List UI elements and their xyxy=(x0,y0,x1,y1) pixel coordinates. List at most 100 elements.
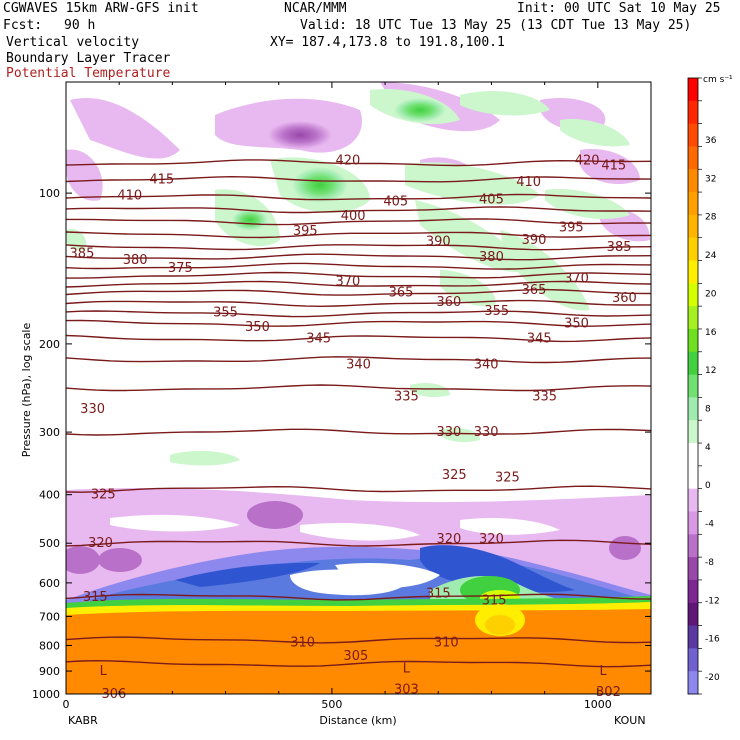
colorbar-label: 32 xyxy=(705,174,716,184)
contour-label: 390 xyxy=(522,233,547,248)
colorbar-bin xyxy=(688,420,698,444)
w-negative-core xyxy=(98,548,142,572)
w-negative-core xyxy=(268,121,332,149)
theta-contour-340 xyxy=(66,356,651,364)
x-axis-label: Distance (km) xyxy=(319,714,396,727)
w-negative-core xyxy=(247,501,303,529)
contour-label: 340 xyxy=(346,358,371,373)
w-zero-gap xyxy=(460,518,560,535)
contour-label: 355 xyxy=(213,305,238,320)
colorbar-label: -4 xyxy=(705,520,714,530)
contour-label: 360 xyxy=(612,291,637,306)
contour-label: 325 xyxy=(442,468,467,483)
w-strong-negative-core xyxy=(175,562,320,587)
contour-label: 345 xyxy=(306,331,331,346)
w-negative-region xyxy=(580,149,640,185)
colorbar-bin xyxy=(688,78,698,102)
colorbar-bin xyxy=(688,625,698,649)
colorbar: 36 32 28 24 20 16 12 8 4 0 -4 -8 -12 -16 -20 cm s⁻¹ xyxy=(687,75,733,695)
y-tick-label: 500 xyxy=(39,537,60,550)
forecast-hour: 90 h xyxy=(64,18,96,33)
theta-contour-360 xyxy=(66,299,651,308)
contour-label: 370 xyxy=(564,271,589,286)
org-label: NCAR/MMM xyxy=(284,1,347,16)
contour-label: 365 xyxy=(522,283,547,298)
contour-label: 355 xyxy=(484,304,509,319)
w-zero-gap xyxy=(335,563,440,588)
contour-label: 330 xyxy=(474,425,499,440)
colorbar-bin xyxy=(688,443,698,467)
theta-contour-415 xyxy=(66,175,651,183)
contour-label: L xyxy=(100,664,108,679)
contour-label: 310 xyxy=(434,636,459,651)
contour-label: L xyxy=(600,664,608,679)
model-line: CGWAVES 15km ARW-GFS init xyxy=(3,1,199,16)
theta-contour-325 xyxy=(66,485,651,493)
x-right-endpoint-label: KOUN xyxy=(614,714,646,727)
colorbar-bin xyxy=(688,534,698,558)
x-tick-label: 500 xyxy=(321,698,342,711)
theta-contour-380 xyxy=(66,262,651,270)
theta-contour-390 xyxy=(66,244,651,251)
colorbar-label: 24 xyxy=(705,251,717,261)
colorbar-bin xyxy=(688,602,698,627)
contour-label: 420 xyxy=(575,153,600,168)
field-potential-temperature: Potential Temperature xyxy=(6,66,171,81)
theta-contour-405 xyxy=(66,206,651,214)
w-positive-region xyxy=(440,270,496,306)
theta-contour-420 xyxy=(66,159,651,167)
contour-label: 350 xyxy=(564,316,589,331)
colorbar-bin xyxy=(688,192,698,216)
colorbar-bin xyxy=(688,671,698,695)
theta-contour-355 xyxy=(66,310,651,318)
w-negative-core xyxy=(609,536,641,560)
colorbar-label: -12 xyxy=(705,596,720,606)
contour-label: 315 xyxy=(426,586,451,601)
theta-contour-315 xyxy=(66,593,651,601)
theta-contour-410 xyxy=(66,193,651,201)
contour-label: 302 xyxy=(596,685,621,700)
colorbar-label: 12 xyxy=(705,366,716,376)
contour-label: 420 xyxy=(335,153,360,168)
colorbar-bin xyxy=(688,169,698,193)
colorbar-bin xyxy=(688,374,698,398)
theta-contour-310 xyxy=(66,636,651,644)
theta-contour-305 xyxy=(66,659,651,668)
contour-label: 320 xyxy=(436,532,461,547)
colorbar-bin xyxy=(688,100,698,125)
y-tick-label: 100 xyxy=(39,187,60,200)
forecast-label: Fcst: xyxy=(3,18,43,33)
colorbar-label: -20 xyxy=(705,673,720,683)
contour-label: 380 xyxy=(479,250,504,265)
contour-label: 345 xyxy=(527,331,552,346)
boundary-layer-tracer xyxy=(66,598,651,694)
colorbar-label: 4 xyxy=(705,443,711,453)
theta-contour-385 xyxy=(66,253,651,261)
contour-label: 385 xyxy=(70,247,95,262)
y-tick-label: 900 xyxy=(39,665,60,678)
contour-label: 335 xyxy=(394,390,419,405)
colorbar-bin xyxy=(688,328,698,353)
colorbar-label: 0 xyxy=(705,481,711,491)
colorbar-label: 28 xyxy=(705,213,717,223)
y-axis-label: Pressure (hPa), log scale xyxy=(20,323,33,458)
colorbar-bin xyxy=(688,397,698,421)
colorbar-bin xyxy=(688,237,698,262)
w-negative-core xyxy=(66,546,100,574)
colorbar-bin xyxy=(688,465,698,490)
w-positive-core xyxy=(394,98,446,122)
w-positive-core xyxy=(292,167,348,203)
theta-contour-320 xyxy=(66,539,651,547)
contour-label: 365 xyxy=(389,286,414,301)
colorbar-bin xyxy=(688,123,698,147)
colorbar-bin xyxy=(688,511,698,535)
x-tick-label: 0 xyxy=(63,698,70,711)
theta-contour-345 xyxy=(66,334,651,343)
field-vertical-velocity: Vertical velocity xyxy=(6,35,140,50)
colorbar-label: -16 xyxy=(705,635,720,645)
colorbar-bin xyxy=(688,146,698,170)
w-negative-region xyxy=(66,149,103,201)
colorbar-bin xyxy=(688,648,698,672)
